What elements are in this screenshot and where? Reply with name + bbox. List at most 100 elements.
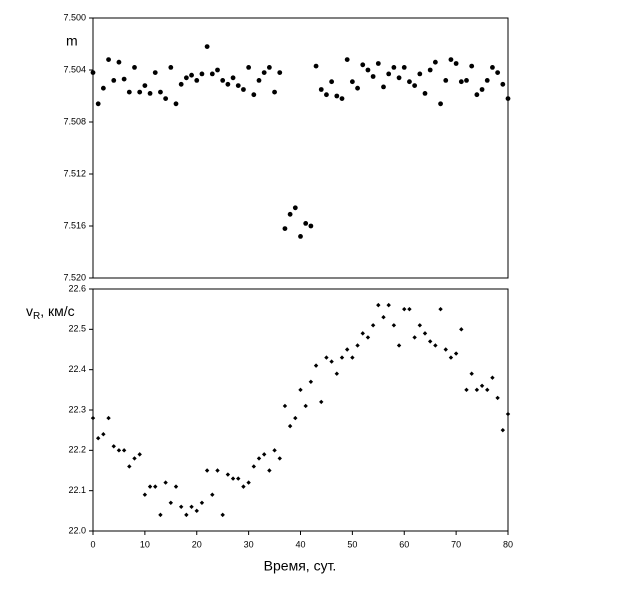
point	[308, 379, 314, 384]
y-tick-label: 22.1	[68, 485, 86, 495]
point	[500, 427, 506, 433]
point	[101, 432, 106, 437]
point	[349, 79, 355, 85]
point	[220, 78, 226, 83]
point	[412, 83, 418, 88]
point	[287, 211, 293, 217]
x-tick-label: 50	[347, 539, 357, 549]
point	[127, 464, 132, 469]
point	[464, 78, 469, 83]
point	[474, 387, 480, 393]
point	[427, 339, 433, 344]
point	[111, 444, 116, 449]
point	[365, 335, 371, 340]
point	[329, 79, 335, 85]
point	[443, 78, 449, 83]
x-tick-label: 80	[503, 539, 513, 549]
point	[241, 484, 246, 489]
y-tick-label: 22.2	[68, 445, 86, 455]
point	[370, 323, 376, 328]
point	[417, 71, 423, 77]
point	[111, 78, 117, 83]
point	[121, 448, 127, 453]
point	[189, 72, 194, 78]
point	[204, 468, 210, 473]
point	[365, 67, 371, 73]
point	[469, 371, 474, 376]
y-tick-label: 22.3	[68, 404, 86, 414]
point	[95, 101, 101, 107]
point	[469, 63, 475, 69]
point	[401, 65, 407, 70]
point	[438, 101, 443, 107]
point	[464, 387, 469, 393]
point	[453, 351, 459, 356]
point	[298, 234, 303, 239]
point	[339, 355, 345, 360]
point	[308, 223, 314, 229]
point	[479, 87, 485, 92]
point	[344, 57, 350, 62]
point	[474, 92, 480, 98]
point	[417, 323, 423, 328]
point	[132, 65, 137, 70]
point	[407, 306, 412, 312]
point	[422, 91, 428, 96]
point	[272, 448, 277, 453]
point	[277, 70, 283, 75]
point	[433, 343, 438, 348]
point	[402, 306, 407, 312]
point	[106, 57, 111, 62]
y-tick-label: 7.516	[63, 220, 86, 230]
point	[448, 355, 454, 360]
x-tick-label: 30	[244, 539, 254, 549]
point	[329, 359, 334, 364]
point	[236, 476, 241, 481]
point	[137, 89, 143, 95]
point	[173, 484, 179, 489]
y-tick-label: 7.520	[63, 272, 86, 282]
point	[90, 70, 96, 75]
point	[183, 75, 189, 81]
point	[153, 484, 158, 489]
point	[339, 96, 345, 101]
point	[158, 89, 163, 95]
point	[391, 323, 397, 328]
point	[121, 76, 127, 82]
point	[344, 347, 350, 352]
point	[303, 403, 308, 409]
y-tick-label: 22.5	[68, 324, 86, 334]
point	[246, 65, 252, 70]
point	[215, 468, 220, 473]
point	[168, 500, 174, 505]
x-tick-label: 0	[90, 539, 95, 549]
point	[95, 436, 101, 441]
point	[485, 387, 490, 393]
y-axis-label: m	[66, 33, 78, 49]
point	[298, 387, 303, 393]
point	[407, 79, 412, 85]
point	[427, 67, 433, 73]
point	[272, 89, 277, 95]
point	[287, 423, 293, 429]
point	[313, 63, 319, 69]
point	[422, 331, 428, 336]
y-tick-label: 7.508	[63, 116, 86, 126]
point	[106, 415, 111, 421]
point	[256, 456, 262, 461]
point	[137, 452, 142, 457]
point	[173, 101, 179, 107]
y-axis-label: vR, км/с	[26, 303, 75, 322]
point	[324, 92, 329, 98]
point	[184, 512, 189, 518]
point	[147, 484, 153, 489]
point	[256, 78, 262, 83]
point	[168, 65, 174, 70]
point	[505, 411, 511, 417]
x-tick-label: 10	[140, 539, 150, 549]
point	[443, 347, 448, 352]
point	[126, 89, 132, 95]
x-axis-label: Время, сут.	[264, 558, 337, 574]
point	[292, 205, 298, 211]
point	[100, 85, 106, 91]
